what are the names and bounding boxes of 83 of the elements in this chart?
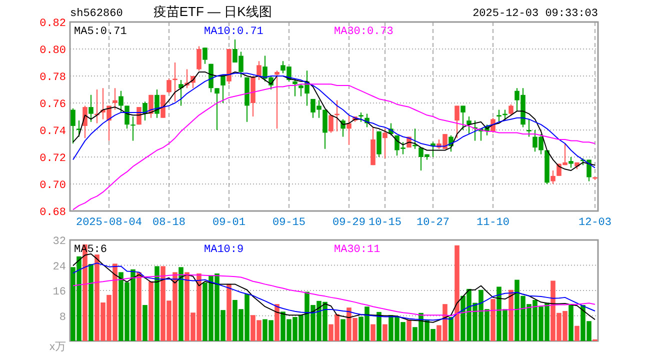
bar (574, 326, 580, 341)
bar (406, 320, 412, 341)
x-tick-label: 2025-08-04 (76, 217, 142, 229)
bar (376, 312, 382, 341)
candlestick (496, 109, 502, 122)
candlestick (346, 114, 352, 146)
candlestick (256, 60, 262, 81)
bar (226, 284, 232, 341)
bar (142, 305, 148, 341)
candlestick (172, 62, 178, 102)
candlestick (214, 88, 220, 130)
candlestick (118, 90, 124, 113)
bar (382, 324, 388, 341)
y-tick-label: 32 (52, 236, 66, 248)
text: 2025-12-03 09:33:03 (472, 8, 598, 20)
candlestick (382, 128, 388, 159)
candlestick (202, 47, 208, 64)
candlestick (466, 116, 472, 135)
x-tick-label: 10-27 (416, 217, 450, 229)
y-tick-label: 0.68 (40, 207, 66, 219)
candlestick (130, 116, 136, 142)
bar (508, 290, 514, 341)
y-axis-title: x万 (50, 341, 66, 353)
y-tick-label: 0.80 (40, 45, 66, 57)
bar (448, 317, 454, 341)
candlestick (550, 170, 556, 184)
text: MA30:11 (334, 244, 381, 256)
bar (370, 324, 376, 341)
candlestick (376, 130, 382, 158)
candlestick (526, 118, 532, 138)
x-tick-label: 09-29 (332, 217, 366, 229)
candlestick (220, 74, 226, 104)
bar (178, 267, 184, 341)
y-tick-label: 0.82 (40, 18, 66, 30)
y-tick-label: 16 (52, 286, 66, 298)
candlestick (154, 89, 160, 118)
x-tick-label: 12-03 (578, 217, 612, 229)
text: MA5:0.71 (74, 26, 128, 38)
y-tick-label: 0.74 (40, 126, 66, 138)
candlestick (274, 70, 280, 130)
bar (274, 304, 280, 341)
line-series (72, 262, 596, 321)
x-tick-label: 08-18 (152, 217, 186, 229)
x-tick-label: 09-01 (212, 217, 246, 229)
candlestick (88, 94, 94, 122)
x-tick-label: 11-10 (476, 217, 510, 229)
bar (154, 266, 160, 341)
y-tick-label: 0.72 (40, 153, 66, 165)
candlestick (568, 156, 574, 168)
candlestick (292, 78, 298, 97)
x-tick-label: 10-15 (368, 217, 402, 229)
chart-title: 疫苗ETF — 日K线图 (153, 4, 272, 19)
candlestick (70, 108, 76, 144)
bar (454, 245, 460, 341)
candlestick (454, 105, 460, 139)
x-tick-label: 09-15 (272, 217, 306, 229)
text: MA10:0.71 (204, 26, 264, 38)
bar (490, 299, 496, 341)
candlestick (460, 105, 466, 130)
y-tick-label: 0.70 (40, 180, 66, 192)
candlestick (82, 105, 88, 139)
y-tick-label: 8 (59, 312, 66, 324)
line-series (72, 274, 596, 316)
candlestick (508, 104, 514, 116)
line-series (72, 253, 596, 323)
bar (136, 272, 142, 341)
candlestick (328, 114, 334, 134)
y-tick-label: 0.76 (40, 99, 66, 111)
bar (148, 281, 154, 341)
bar (88, 264, 94, 341)
candlestick (76, 120, 82, 138)
candlestick (358, 112, 364, 122)
candlestick (196, 46, 202, 72)
text: MA10:9 (204, 244, 244, 256)
y-tick-label: 0.78 (40, 72, 66, 84)
candlestick (322, 109, 328, 150)
candlestick (112, 88, 118, 110)
bar (340, 319, 346, 341)
y-tick-label: 24 (52, 261, 66, 274)
text: sh562860 (70, 8, 123, 20)
text: MA30:0.73 (334, 26, 394, 38)
bar (568, 304, 574, 341)
candlestick (166, 78, 172, 94)
